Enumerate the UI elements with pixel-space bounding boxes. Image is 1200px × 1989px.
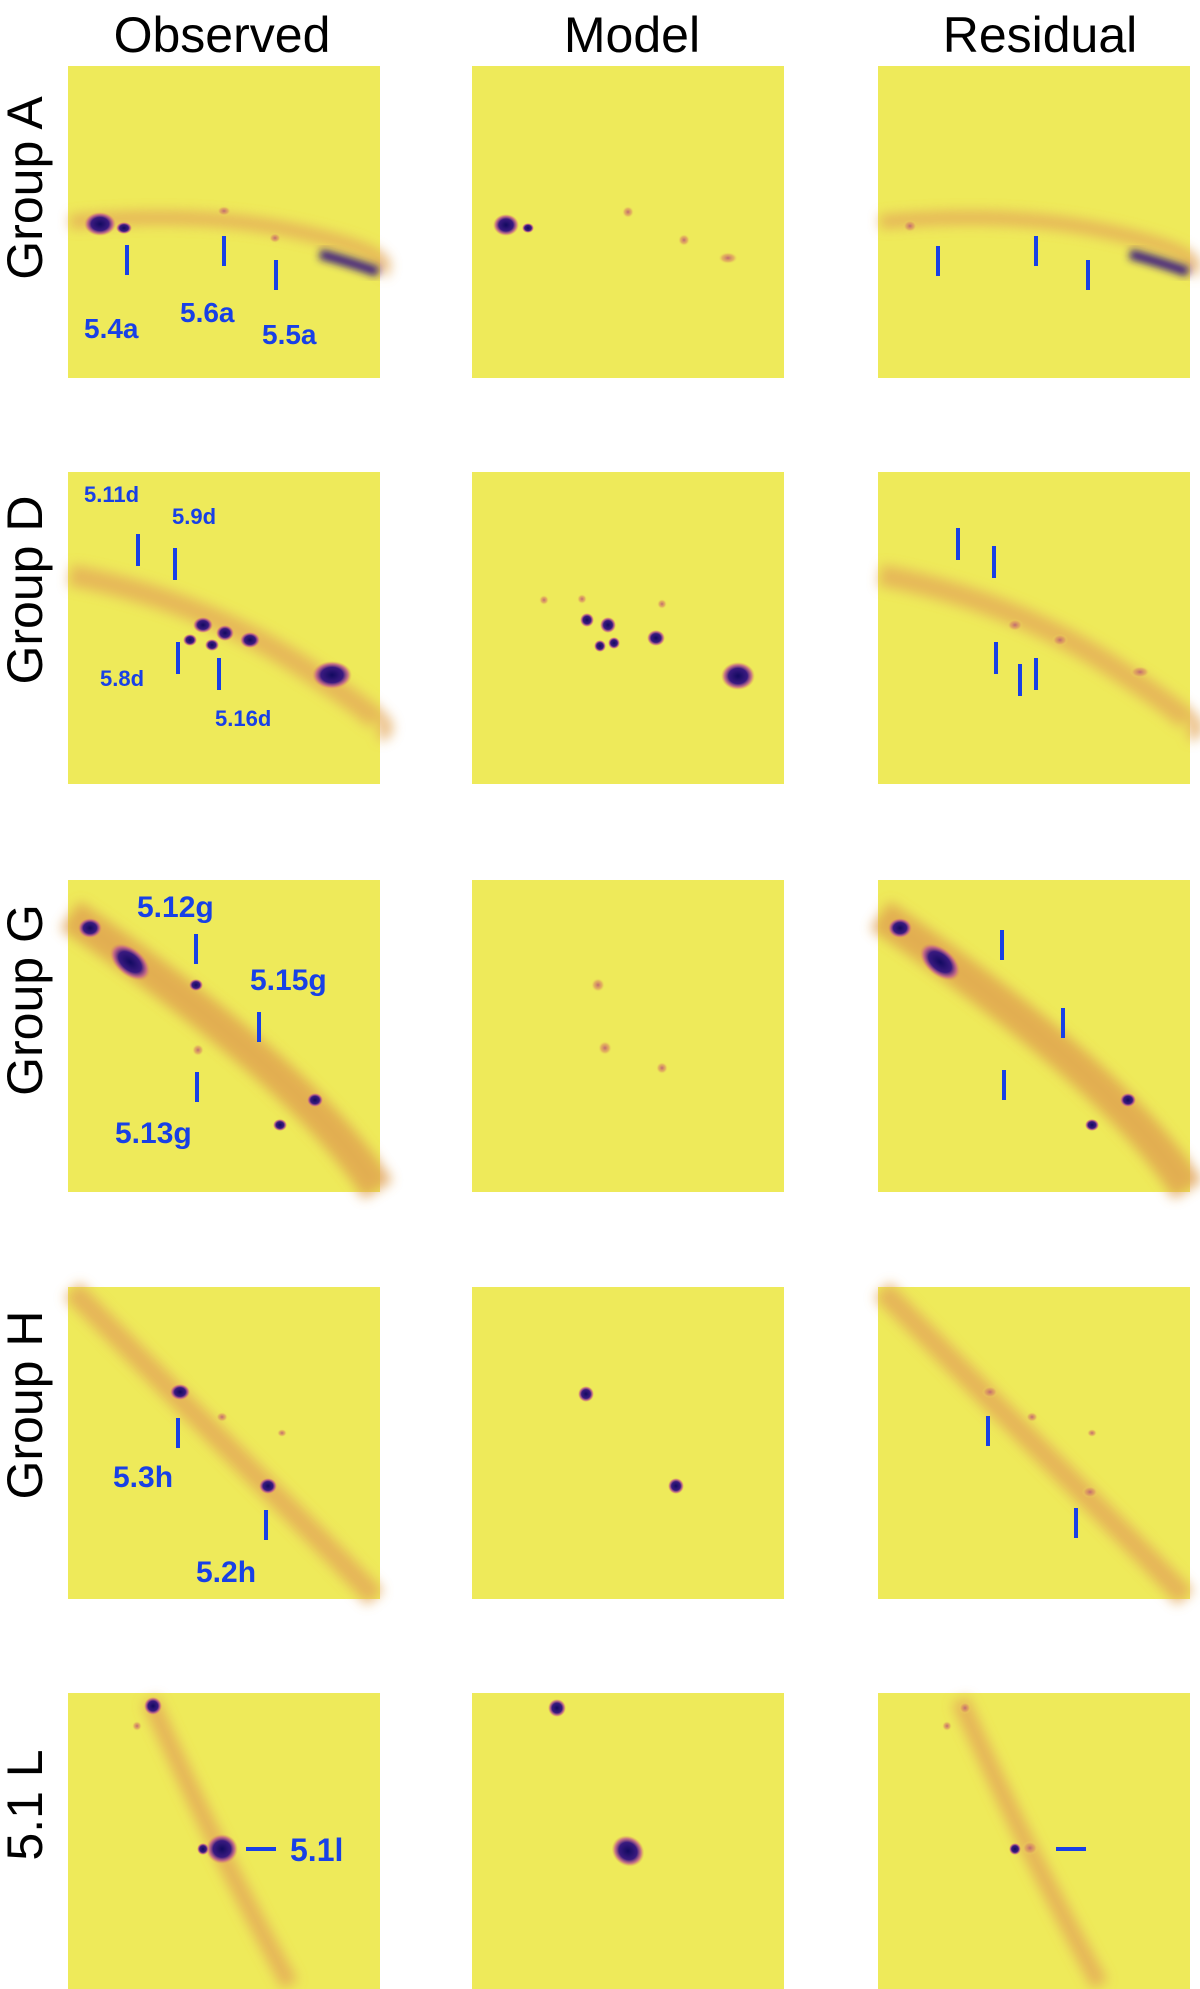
label-5-13g: 5.13g xyxy=(115,1117,192,1150)
panel-group-a-model xyxy=(472,66,784,378)
label-5-4a: 5.4a xyxy=(84,313,139,344)
label-5-9d: 5.9d xyxy=(172,504,216,529)
label-5-6a: 5.6a xyxy=(180,297,235,328)
label-5-15g: 5.15g xyxy=(250,964,327,997)
panel-group-a-residual xyxy=(878,66,1200,378)
label-5-8d: 5.8d xyxy=(100,666,144,691)
label-5-1l: 5.1l xyxy=(290,1832,343,1868)
row-title-group-a: Group A xyxy=(0,96,53,280)
row-title-5-1-l: 5.1 L xyxy=(0,1749,53,1860)
row-title-group-g: Group G xyxy=(0,904,53,1096)
panel-group-h-observed: 5.3h 5.2h xyxy=(64,1282,384,1606)
panel-group-d-model xyxy=(472,472,784,784)
panel-5-1-l-residual xyxy=(878,1693,1190,1989)
panel-group-g-model xyxy=(472,880,784,1192)
label-5-3h: 5.3h xyxy=(113,1461,173,1494)
panel-group-h-residual xyxy=(874,1282,1194,1606)
column-title-residual: Residual xyxy=(943,7,1138,63)
row-title-group-d: Group D xyxy=(0,496,53,685)
panel-5-1-l-model xyxy=(472,1693,784,1989)
panel-group-d-residual xyxy=(877,472,1200,784)
label-5-12g: 5.12g xyxy=(137,891,214,924)
panel-group-d-observed: 5.11d 5.9d 5.8d 5.16d xyxy=(67,472,393,784)
column-title-observed: Observed xyxy=(114,7,331,63)
panel-group-a-observed: 5.4a 5.6a 5.5a xyxy=(68,66,391,378)
label-5-11d: 5.11d xyxy=(84,482,139,507)
label-5-5a: 5.5a xyxy=(262,319,317,350)
column-title-model: Model xyxy=(564,7,700,63)
label-5-2h: 5.2h xyxy=(196,1556,256,1589)
panel-5-1-l-observed: 5.1l xyxy=(68,1693,380,1989)
panel-group-g-observed: 5.12g 5.15g 5.13g xyxy=(60,880,393,1200)
panel-group-h-model xyxy=(472,1287,784,1599)
label-5-16d: 5.16d xyxy=(215,706,271,731)
panel-group-g-residual xyxy=(870,880,1200,1200)
row-title-group-h: Group H xyxy=(0,1311,53,1500)
